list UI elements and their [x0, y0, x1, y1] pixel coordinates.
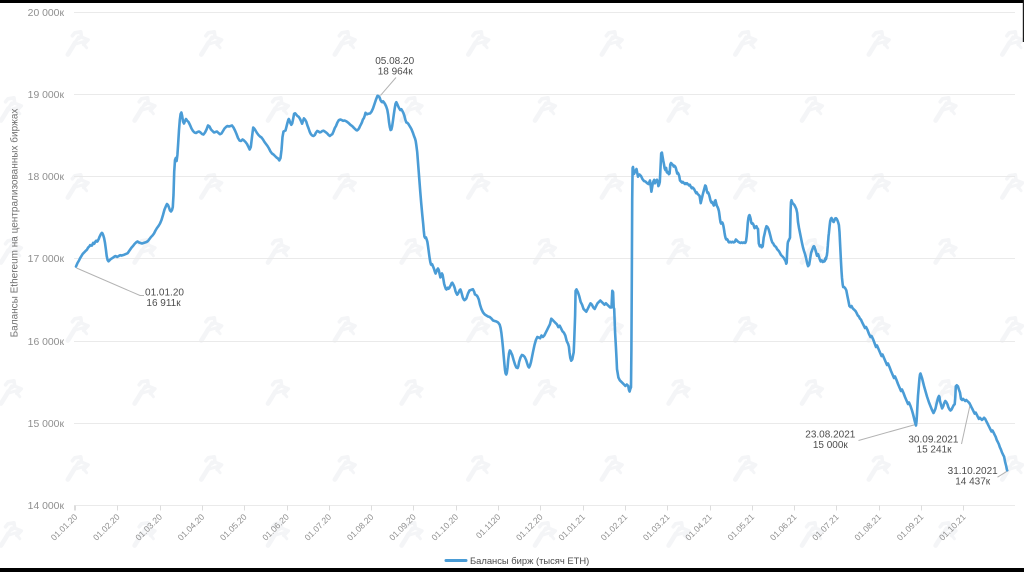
svg-text:Балансы бирж (тысяч ETH): Балансы бирж (тысяч ETH)	[470, 555, 589, 566]
svg-text:18 964к: 18 964к	[378, 67, 414, 78]
svg-text:20 000к: 20 000к	[28, 8, 65, 19]
svg-text:Балансы Ethereum на централизо: Балансы Ethereum на централизованных бир…	[9, 109, 21, 338]
svg-text:14 437к: 14 437к	[955, 477, 991, 488]
svg-text:30.09.2021: 30.09.2021	[908, 435, 958, 446]
svg-text:18 000к: 18 000к	[28, 172, 65, 183]
svg-text:14 000к: 14 000к	[28, 501, 65, 512]
svg-text:15 000к: 15 000к	[813, 440, 849, 451]
svg-text:01.01.20: 01.01.20	[145, 288, 184, 299]
svg-text:15 000к: 15 000к	[28, 419, 65, 430]
svg-text:15 241к: 15 241к	[917, 445, 953, 456]
svg-text:31.10.2021: 31.10.2021	[948, 466, 998, 477]
svg-text:23.08.2021: 23.08.2021	[805, 429, 855, 440]
svg-text:16 911к: 16 911к	[146, 298, 181, 309]
svg-text:16 000к: 16 000к	[28, 337, 65, 348]
svg-text:05.08.20: 05.08.20	[375, 56, 414, 67]
svg-text:17 000к: 17 000к	[28, 254, 65, 265]
svg-text:19 000к: 19 000к	[28, 90, 65, 101]
